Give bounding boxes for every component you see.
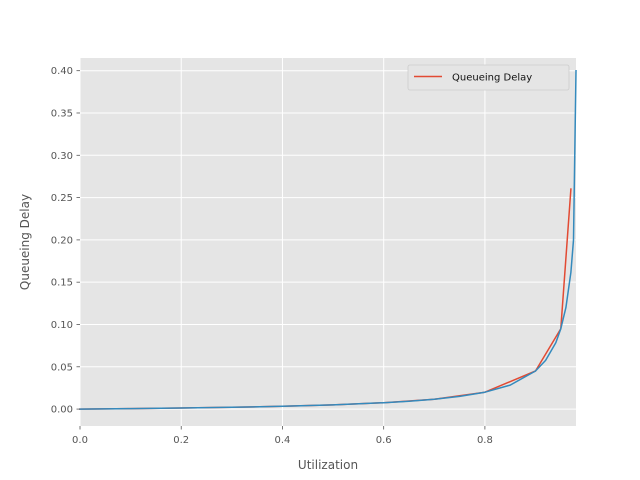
y-tick-label: 0.25 [51,193,73,204]
x-axis: 0.0 0.2 0.4 0.6 0.8 [72,426,493,446]
y-tick-label: 0.15 [51,278,73,289]
y-tick-label: 0.00 [51,405,73,416]
y-axis-label: Queueing Delay [18,194,32,290]
series-layer [79,69,577,410]
y-tick-label: 0.35 [51,108,73,119]
y-tick-label: 0.10 [51,320,73,331]
x-tick-label: 0.2 [173,435,189,446]
series-line-1 [79,69,577,410]
plot-area [80,58,576,426]
legend-label: Queueing Delay [452,73,532,84]
grid-lines [79,58,576,426]
x-tick-label: 0.8 [477,435,493,446]
x-axis-label: Utilization [298,458,358,472]
y-tick-label: 0.40 [51,66,73,77]
x-tick-label: 0.0 [72,435,88,446]
y-tick-label: 0.20 [51,235,73,246]
x-tick-label: 0.6 [376,435,392,446]
legend-box [407,64,570,91]
y-tick-label: 0.30 [51,151,73,162]
y-tick-label: 0.05 [51,362,73,373]
y-axis: 0.00 0.05 0.10 0.15 0.20 0.25 0.30 0.35 0.40 [51,66,80,416]
legend: Queueing Delay [407,64,570,91]
x-tick-label: 0.4 [274,435,290,446]
